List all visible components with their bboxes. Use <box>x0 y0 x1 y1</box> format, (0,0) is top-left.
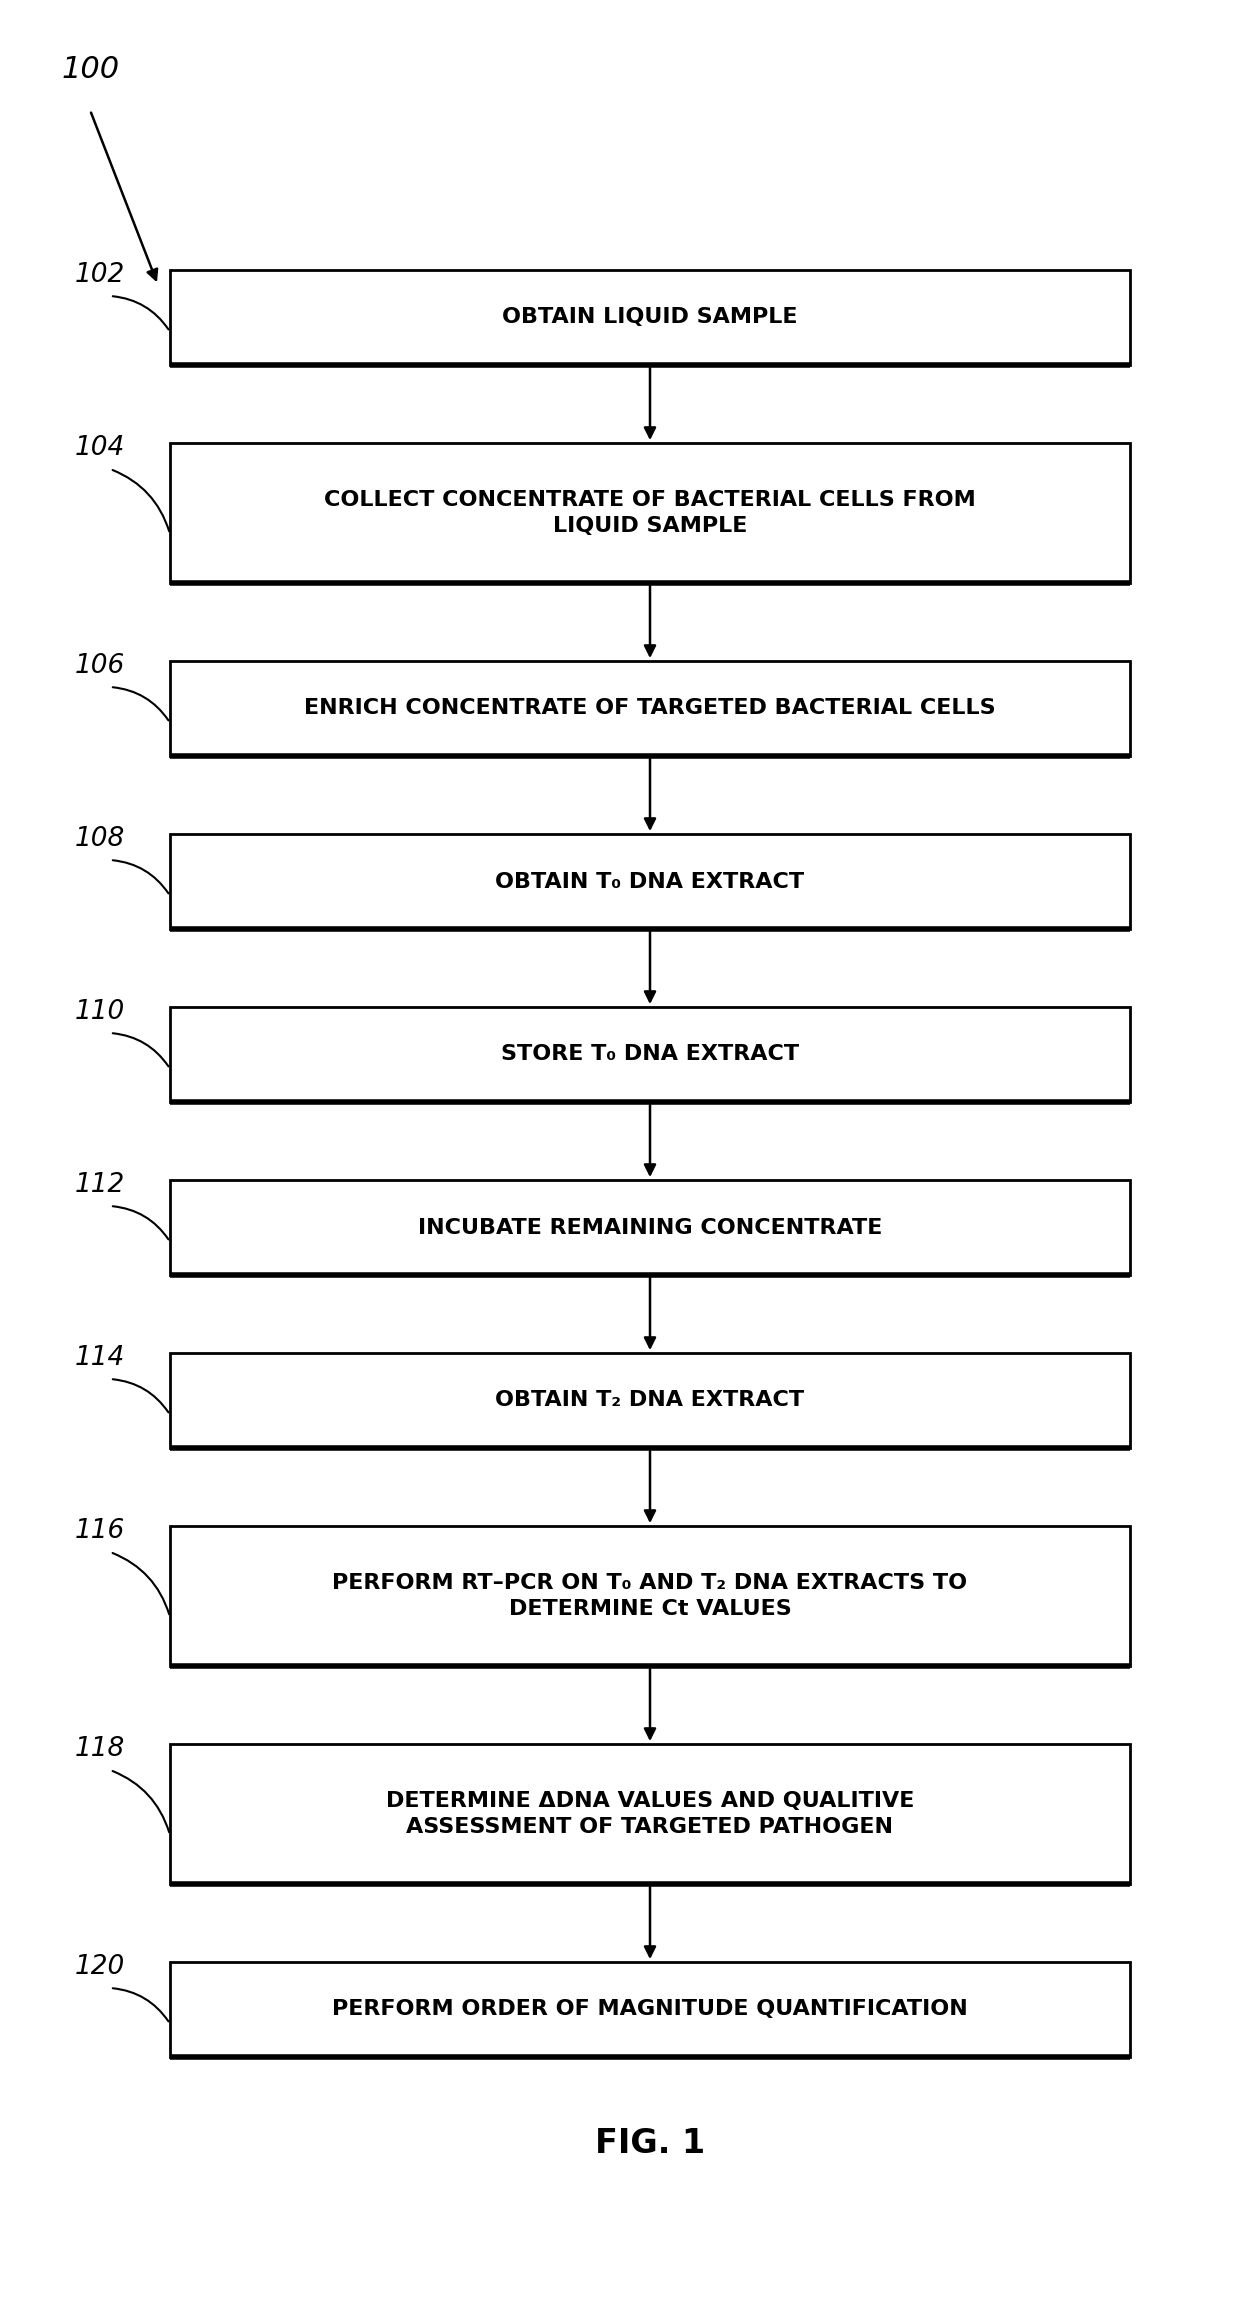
Bar <box>170 1007 1130 1102</box>
FancyArrowPatch shape <box>113 1032 169 1067</box>
Bar <box>170 1181 1130 1276</box>
Text: 114: 114 <box>74 1346 125 1371</box>
Text: STORE T₀ DNA EXTRACT: STORE T₀ DNA EXTRACT <box>501 1044 799 1065</box>
FancyArrowPatch shape <box>113 1380 169 1413</box>
Text: 110: 110 <box>74 1000 125 1025</box>
Text: ENRICH CONCENTRATE OF TARGETED BACTERIAL CELLS: ENRICH CONCENTRATE OF TARGETED BACTERIAL… <box>304 698 996 719</box>
Text: PERFORM ORDER OF MAGNITUDE QUANTIFICATION: PERFORM ORDER OF MAGNITUDE QUANTIFICATIO… <box>332 2000 968 2018</box>
Bar <box>170 1963 1130 2058</box>
Text: 106: 106 <box>74 652 125 680</box>
Bar <box>170 443 1130 582</box>
Text: 108: 108 <box>74 826 125 851</box>
FancyArrowPatch shape <box>113 861 169 893</box>
Text: COLLECT CONCENTRATE OF BACTERIAL CELLS FROM
LIQUID SAMPLE: COLLECT CONCENTRATE OF BACTERIAL CELLS F… <box>324 490 976 536</box>
Text: OBTAIN T₂ DNA EXTRACT: OBTAIN T₂ DNA EXTRACT <box>496 1390 805 1411</box>
Text: OBTAIN T₀ DNA EXTRACT: OBTAIN T₀ DNA EXTRACT <box>496 872 805 891</box>
FancyArrowPatch shape <box>113 297 169 329</box>
FancyArrowPatch shape <box>113 471 169 531</box>
Text: INCUBATE REMAINING CONCENTRATE: INCUBATE REMAINING CONCENTRATE <box>418 1218 882 1237</box>
Text: 120: 120 <box>74 1953 125 1979</box>
Bar <box>170 1353 1130 1448</box>
Bar <box>170 1745 1130 1884</box>
Text: 118: 118 <box>74 1735 125 1761</box>
Text: 112: 112 <box>74 1172 125 1197</box>
Text: FIG. 1: FIG. 1 <box>595 2127 706 2160</box>
Text: OBTAIN LIQUID SAMPLE: OBTAIN LIQUID SAMPLE <box>502 309 797 327</box>
Text: 116: 116 <box>74 1517 125 1545</box>
Bar <box>170 661 1130 756</box>
Bar <box>170 269 1130 364</box>
FancyArrowPatch shape <box>113 1206 169 1239</box>
Text: 100: 100 <box>62 56 120 84</box>
FancyArrowPatch shape <box>113 1988 169 2021</box>
Bar <box>170 1527 1130 1666</box>
FancyArrowPatch shape <box>113 1552 169 1615</box>
Text: PERFORM RT–PCR ON T₀ AND T₂ DNA EXTRACTS TO
DETERMINE Ct VALUES: PERFORM RT–PCR ON T₀ AND T₂ DNA EXTRACTS… <box>332 1573 967 1619</box>
FancyArrowPatch shape <box>113 687 169 722</box>
Text: 104: 104 <box>74 436 125 462</box>
Text: DETERMINE ΔDNA VALUES AND QUALITIVE
ASSESSMENT OF TARGETED PATHOGEN: DETERMINE ΔDNA VALUES AND QUALITIVE ASSE… <box>386 1791 914 1837</box>
FancyArrowPatch shape <box>113 1770 169 1833</box>
Bar <box>170 833 1130 928</box>
Text: 102: 102 <box>74 262 125 288</box>
